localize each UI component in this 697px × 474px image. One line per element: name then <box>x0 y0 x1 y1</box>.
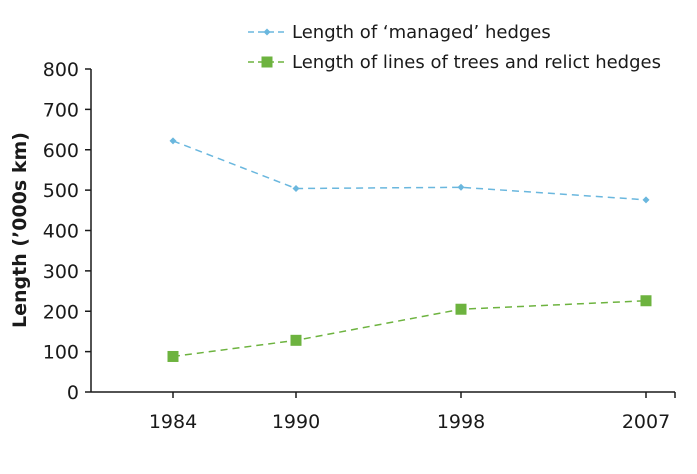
y-axis-title: Length (’000s km) <box>9 132 31 328</box>
y-tick-label: 600 <box>43 140 79 162</box>
x-tick-label: 1998 <box>437 411 485 433</box>
series-line <box>172 140 647 201</box>
x-tick-label: 1984 <box>149 411 197 433</box>
series-lines <box>172 140 647 358</box>
y-tick-label: 500 <box>43 180 79 202</box>
legend-label-managed-hedges: Length of ‘managed’ hedges <box>292 22 551 43</box>
legend-marker-shape <box>263 28 271 36</box>
data-point <box>292 185 300 193</box>
data-point <box>642 196 650 204</box>
data-point <box>290 334 302 346</box>
data-point <box>167 350 179 362</box>
y-tick-label: 100 <box>43 342 79 364</box>
legend: Length of ‘managed’ hedges Length of lin… <box>248 22 661 73</box>
legend-item-trees-relict-hedges: Length of lines of trees and relict hedg… <box>248 52 661 73</box>
y-tick-label: 800 <box>43 59 79 81</box>
x-tick-label: 1990 <box>272 411 320 433</box>
y-axis-ticks: 0 100 200 300 400 500 600 700 800 <box>43 59 91 404</box>
series-line <box>172 300 647 358</box>
y-tick-label: 700 <box>43 99 79 121</box>
data-point <box>640 295 652 307</box>
legend-marker-shape <box>261 56 273 68</box>
y-tick-label: 200 <box>43 301 79 323</box>
data-point <box>169 137 177 145</box>
data-point <box>455 303 467 315</box>
y-tick-label: 0 <box>67 382 79 404</box>
legend-item-managed-hedges: Length of ‘managed’ hedges <box>248 22 551 43</box>
series-markers <box>167 137 652 362</box>
x-tick-label: 2007 <box>622 411 670 433</box>
legend-marker-managed-hedges <box>263 28 271 36</box>
y-tick-label: 400 <box>43 221 79 243</box>
legend-label-trees-relict-hedges: Length of lines of trees and relict hedg… <box>292 52 661 73</box>
x-axis-ticks: 1984 1990 1998 2007 <box>149 392 676 433</box>
y-tick-label: 300 <box>43 261 79 283</box>
data-point <box>457 183 465 191</box>
legend-marker-trees-relict-hedges <box>261 56 273 68</box>
